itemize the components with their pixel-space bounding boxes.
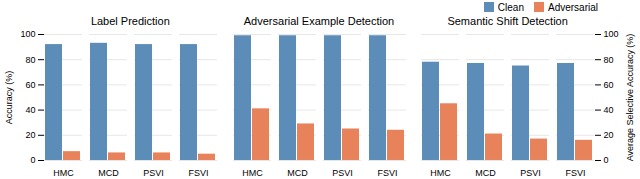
html-text:Adversarial: Adversarial xyxy=(548,1,598,13)
svg-text:40: 40 xyxy=(604,105,614,115)
svg-text:60: 60 xyxy=(26,80,36,90)
svg-text:0: 0 xyxy=(604,155,609,165)
svg-text:20: 20 xyxy=(26,130,36,140)
svg-text:0: 0 xyxy=(31,155,36,165)
svg-text:Accuracy (%): Accuracy (%) xyxy=(4,71,14,124)
svg-text:FSVI: FSVI xyxy=(188,168,208,178)
svg-text:MCD: MCD xyxy=(476,168,497,178)
svg-text:FSVI: FSVI xyxy=(377,168,397,178)
svg-text:PSVI: PSVI xyxy=(332,168,352,178)
svg-text:60: 60 xyxy=(604,80,614,90)
svg-text:100: 100 xyxy=(604,29,619,39)
svg-text:FSVI: FSVI xyxy=(566,168,586,178)
svg-text:MCD: MCD xyxy=(287,168,308,178)
html-text:Semantic Shift Detection: Semantic Shift Detection xyxy=(447,15,568,27)
svg-text:40: 40 xyxy=(26,105,36,115)
svg-text:80: 80 xyxy=(26,55,36,65)
html-text:Clean: Clean xyxy=(497,1,524,13)
html-text:Adversarial Example Detection: Adversarial Example Detection xyxy=(243,15,395,27)
svg-text:Average Selective Accuracy (%): Average Selective Accuracy (%) xyxy=(626,34,636,162)
svg-text:20: 20 xyxy=(604,130,614,140)
svg-text:PSVI: PSVI xyxy=(521,168,541,178)
svg-text:PSVI: PSVI xyxy=(143,168,163,178)
svg-text:MCD: MCD xyxy=(98,168,119,178)
svg-text:HMC: HMC xyxy=(242,168,263,178)
svg-text:HMC: HMC xyxy=(53,168,74,178)
svg-text:HMC: HMC xyxy=(431,168,452,178)
html-text:Label Prediction: Label Prediction xyxy=(90,15,170,27)
svg-text:80: 80 xyxy=(604,55,614,65)
svg-text:100: 100 xyxy=(21,29,36,39)
